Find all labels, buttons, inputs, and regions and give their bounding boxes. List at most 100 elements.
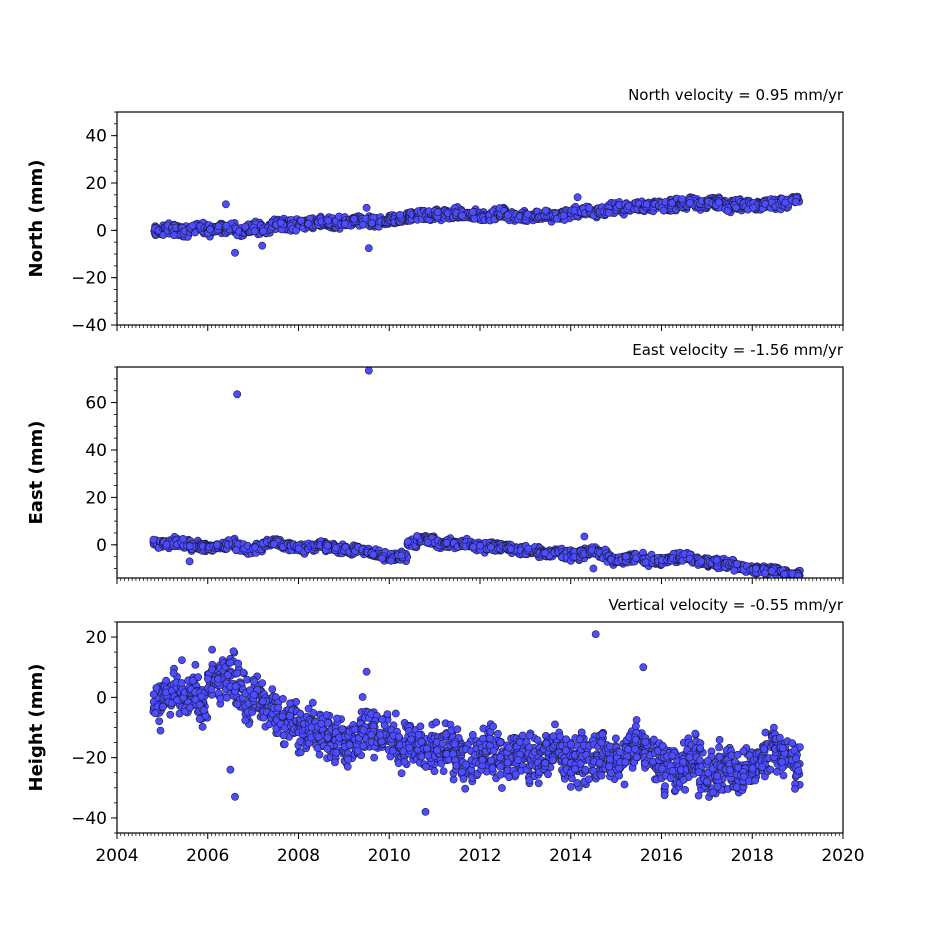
east-data-point xyxy=(331,543,340,552)
north-data-point xyxy=(559,211,568,220)
east-y-tick-label: 40 xyxy=(85,441,107,461)
height-data-point xyxy=(332,748,341,757)
height-data-point xyxy=(234,659,243,668)
height-data-point xyxy=(233,700,242,709)
north-data-point xyxy=(222,221,231,230)
north-data-point xyxy=(659,206,668,215)
height-data-point xyxy=(241,716,250,725)
height-data-point xyxy=(416,722,425,731)
north-data-point xyxy=(188,221,197,230)
north-data-point xyxy=(458,211,466,220)
height-data-point xyxy=(268,685,277,693)
height-data-point xyxy=(231,682,240,691)
height-y-axis-label: Height (mm) xyxy=(26,664,47,792)
north-y-tick-label: 40 xyxy=(85,127,107,147)
height-title: Vertical velocity = -0.55 mm/yr xyxy=(608,596,843,614)
height-data-point xyxy=(423,744,431,753)
height-data-point xyxy=(280,740,289,749)
north-data-point xyxy=(433,208,442,216)
north-data-point xyxy=(732,203,740,212)
north-y-tick-label: −40 xyxy=(71,316,107,336)
north-data-point xyxy=(686,198,694,207)
north-data-point xyxy=(643,200,651,209)
north-data-point xyxy=(170,231,178,240)
height-data-point xyxy=(338,725,347,734)
height-data-point xyxy=(314,733,323,741)
east-data-point xyxy=(423,538,432,547)
east-data-point xyxy=(386,556,395,565)
east-data-point xyxy=(712,556,721,565)
height-data-point xyxy=(285,712,294,720)
north-outlier-point xyxy=(221,200,230,209)
height-data-point xyxy=(208,645,216,654)
height-data-point xyxy=(223,671,232,679)
height-data-point xyxy=(417,737,426,746)
height-data-point xyxy=(198,723,207,731)
height-data-point xyxy=(274,703,283,712)
height-data-point xyxy=(333,714,341,723)
east-data-point xyxy=(213,540,221,549)
height-data-point xyxy=(278,712,287,721)
height-data-point xyxy=(388,746,397,755)
north-data-point xyxy=(259,227,268,236)
east-data-point xyxy=(541,549,549,557)
height-data-point xyxy=(250,690,258,699)
east-data-point xyxy=(476,541,484,550)
height-data-point xyxy=(155,717,164,726)
east-outlier-point xyxy=(364,367,373,375)
north-data-point xyxy=(678,195,686,203)
height-data-point xyxy=(229,647,238,656)
east-outlier-point xyxy=(233,390,242,399)
east-data-point xyxy=(486,543,495,552)
height-data-point xyxy=(359,741,368,750)
north-data-point xyxy=(714,198,723,207)
height-data-point xyxy=(353,747,362,755)
height-data-point xyxy=(199,706,208,715)
east-data-point xyxy=(369,550,378,559)
north-data-point xyxy=(749,203,758,212)
east-data-point xyxy=(323,541,332,550)
height-data-point xyxy=(331,758,339,767)
height-data-point xyxy=(378,715,386,724)
north-data-point xyxy=(206,225,214,234)
north-data-point xyxy=(341,220,349,228)
height-data-point xyxy=(169,669,178,678)
north-data-point xyxy=(604,208,613,217)
east-data-point xyxy=(185,542,194,551)
north-outlier-point xyxy=(231,248,239,257)
east-data-point xyxy=(179,535,187,543)
north-title: North velocity = 0.95 mm/yr xyxy=(628,86,844,104)
east-data-point xyxy=(524,544,533,553)
height-data-point xyxy=(177,656,186,664)
height-data-point xyxy=(177,679,186,687)
height-data-point xyxy=(186,703,194,712)
north-data-point xyxy=(585,204,594,212)
north-data-point xyxy=(324,216,332,225)
height-data-point xyxy=(278,695,287,703)
height-data-point xyxy=(383,710,392,718)
east-data-point xyxy=(622,552,630,561)
height-data-point xyxy=(359,726,368,734)
height-data-point xyxy=(197,692,206,701)
height-data-point xyxy=(358,693,367,701)
east-outlier-point xyxy=(589,564,598,573)
north-data-point xyxy=(304,219,313,228)
east-outlier-point xyxy=(580,532,589,541)
east-data-point xyxy=(761,569,769,578)
north-outlier-point xyxy=(364,244,373,252)
height-data-point xyxy=(343,762,352,771)
height-data-point xyxy=(439,767,448,775)
north-data-point xyxy=(241,222,250,231)
east-data-point xyxy=(442,538,451,547)
north-data-point xyxy=(297,216,305,225)
east-data-point xyxy=(730,566,739,575)
north-points xyxy=(150,192,804,257)
east-data-point xyxy=(294,544,303,553)
east-data-point xyxy=(780,570,789,578)
height-data-point xyxy=(400,758,409,766)
east-y-tick-label: 0 xyxy=(96,536,107,556)
height-data-point xyxy=(424,751,432,760)
